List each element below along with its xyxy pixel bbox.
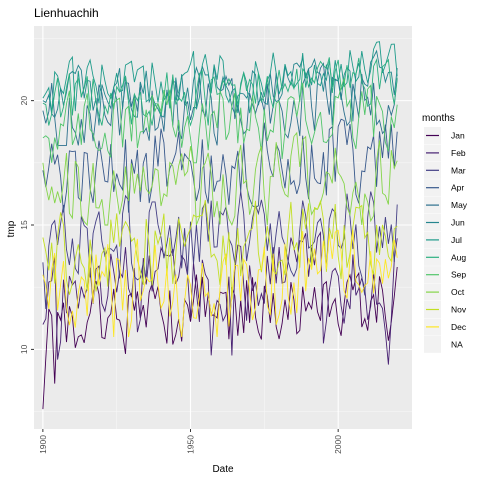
x-tick-label: 2000 — [333, 435, 343, 454]
series-line-oct — [42, 131, 398, 227]
legend-label-apr: Apr — [451, 183, 464, 193]
y-tick-label: 10 — [19, 344, 29, 354]
series-line-jul — [42, 41, 398, 114]
legend-title: months — [422, 113, 455, 124]
legend-label-mar: Mar — [451, 165, 466, 175]
plot-title: Lienhuachih — [34, 6, 99, 20]
legend-label-sep: Sep — [451, 270, 466, 280]
axes-layer: 10 15 20 1900 1950 2000 — [19, 96, 343, 454]
series-layer — [42, 41, 398, 410]
legend-key — [424, 335, 441, 353]
x-tick-label: 1900 — [38, 435, 48, 454]
series-line-mar — [42, 191, 398, 310]
x-axis-title: Date — [212, 464, 234, 475]
legend-label-na: NA — [451, 339, 463, 349]
y-tick-label: 20 — [19, 96, 29, 106]
legend-label-may: May — [451, 200, 468, 210]
series-line-feb — [42, 231, 398, 365]
y-axis-title: tmp — [6, 220, 17, 237]
series-line-sep — [42, 78, 398, 164]
legend-label-oct: Oct — [451, 287, 465, 297]
x-tick-label: 1950 — [186, 435, 196, 454]
legend-label-jan: Jan — [451, 131, 465, 141]
legend-label-nov: Nov — [451, 305, 467, 315]
legend-label-jul: Jul — [451, 235, 462, 245]
legend: months Jan Feb Mar Apr May Jun Jul Aug Sep Oct Nov D… — [422, 113, 468, 353]
legend-label-feb: Feb — [451, 148, 466, 158]
series-line-apr — [42, 118, 398, 213]
legend-label-dec: Dec — [451, 322, 467, 332]
y-tick-label: 15 — [19, 220, 29, 230]
series-line-dec — [42, 229, 398, 338]
legend-label-aug: Aug — [451, 252, 466, 262]
legend-label-jun: Jun — [451, 218, 465, 228]
